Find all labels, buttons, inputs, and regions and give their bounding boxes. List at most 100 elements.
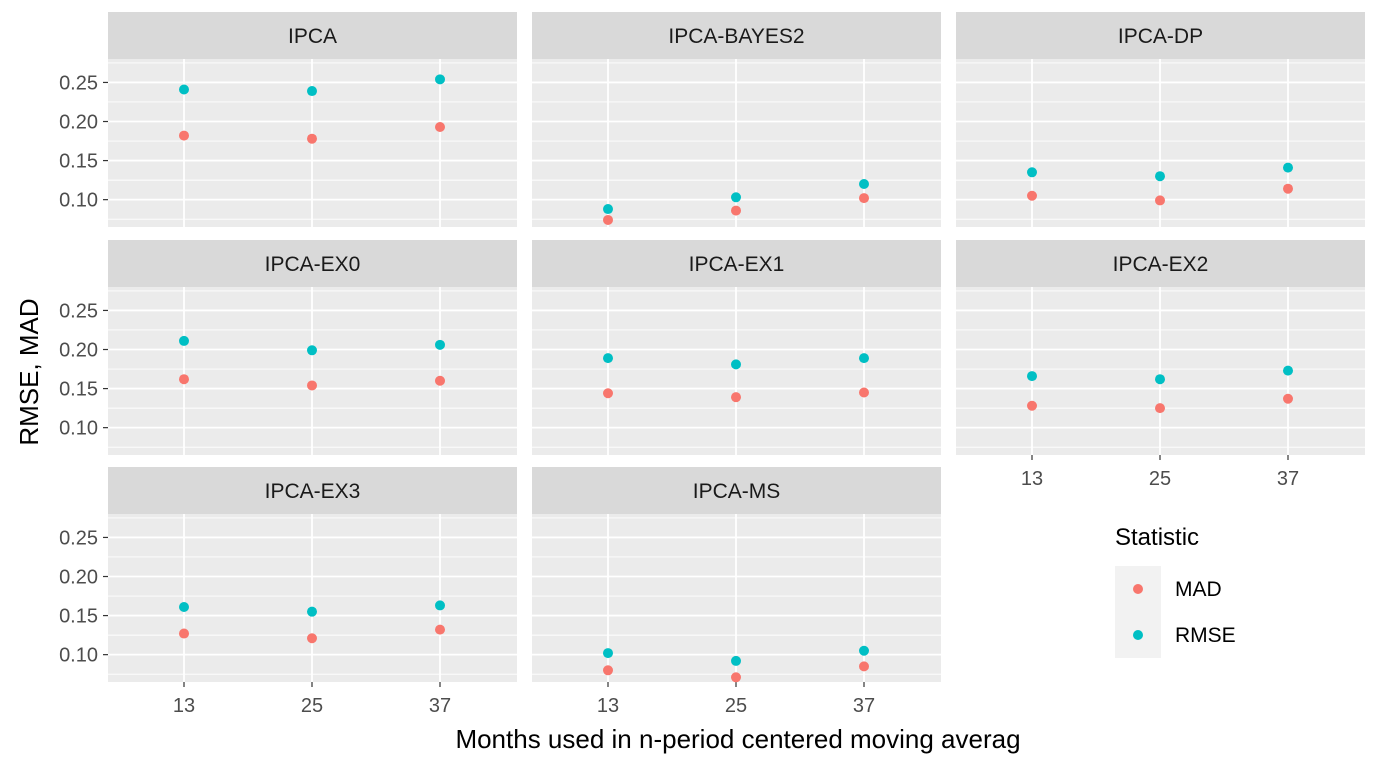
facet-panel: IPCA-EX2 13 25 37 xyxy=(956,240,1365,490)
facet-strip xyxy=(532,240,941,287)
data-point-rmse xyxy=(603,648,613,659)
legend-marker-mad xyxy=(1133,584,1143,594)
data-point-mad xyxy=(603,388,613,399)
data-point-mad xyxy=(1027,190,1037,201)
facet-strip xyxy=(532,12,941,59)
data-point-mad xyxy=(1283,393,1293,404)
x-tick-label: 37 xyxy=(429,695,451,717)
y-tick-label: 0.25 xyxy=(59,72,98,94)
facet-strip xyxy=(108,240,517,287)
data-point-mad xyxy=(435,375,445,386)
data-point-rmse xyxy=(859,353,869,364)
data-point-rmse xyxy=(179,335,189,346)
data-point-mad xyxy=(435,121,445,132)
data-point-mad xyxy=(179,130,189,141)
data-point-rmse xyxy=(603,204,613,215)
data-point-rmse xyxy=(1283,162,1293,173)
data-point-rmse xyxy=(307,345,317,356)
facet-title: IPCA-BAYES2 xyxy=(668,25,804,48)
data-point-mad xyxy=(307,633,317,644)
facet-panel: IPCA 0.10 0.15 0.20 0.25 xyxy=(59,12,517,227)
y-tick-label: 0.10 xyxy=(59,645,98,667)
legend-label-mad: MAD xyxy=(1175,578,1222,601)
data-point-rmse xyxy=(435,339,445,350)
data-point-mad xyxy=(1027,400,1037,411)
data-point-mad xyxy=(1155,403,1165,414)
y-tick-label: 0.15 xyxy=(59,151,98,173)
data-point-rmse xyxy=(179,601,189,612)
data-point-mad xyxy=(179,374,189,385)
data-point-rmse xyxy=(859,645,869,656)
facet-strip xyxy=(956,240,1365,287)
facet-panel: IPCA-DP xyxy=(956,12,1365,227)
data-point-mad xyxy=(603,665,613,676)
facet-title: IPCA-EX2 xyxy=(1113,253,1209,276)
data-point-rmse xyxy=(179,84,189,95)
data-point-mad xyxy=(859,193,869,204)
data-point-mad xyxy=(731,392,741,403)
y-tick-label: 0.10 xyxy=(59,190,98,212)
facet-title: IPCA-MS xyxy=(693,480,781,503)
data-point-rmse xyxy=(1155,374,1165,385)
y-tick-label: 0.20 xyxy=(59,567,98,589)
facet-strip xyxy=(108,467,517,514)
data-point-rmse xyxy=(1283,365,1293,376)
x-tick-label: 25 xyxy=(301,695,323,717)
facet-title: IPCA-EX0 xyxy=(265,253,361,276)
x-tick-label: 13 xyxy=(173,695,195,717)
data-point-mad xyxy=(859,387,869,398)
facet-panels: IPCA 0.10 0.15 0.20 0.25 IPCA-BAYES2 IPCA-DP IP… xyxy=(59,12,1365,717)
legend-title: Statistic xyxy=(1115,524,1199,551)
data-point-mad xyxy=(307,133,317,144)
data-point-rmse xyxy=(435,600,445,611)
data-point-rmse xyxy=(1155,171,1165,182)
facet-panel: IPCA-EX3 0.10 0.15 0.20 0.25 13 25 37 xyxy=(59,467,517,717)
data-point-rmse xyxy=(1027,371,1037,382)
facet-panel: IPCA-EX1 xyxy=(532,240,941,455)
facet-panel: IPCA-MS 13 25 37 xyxy=(532,467,941,717)
data-point-mad xyxy=(179,628,189,639)
data-point-mad xyxy=(731,205,741,216)
facet-title: IPCA-EX1 xyxy=(689,253,785,276)
x-tick-label: 37 xyxy=(1277,468,1299,490)
data-point-rmse xyxy=(603,353,613,364)
data-point-mad xyxy=(731,672,741,683)
data-point-mad xyxy=(307,380,317,391)
facet-panel: IPCA-EX0 0.10 0.15 0.20 0.25 xyxy=(59,240,517,455)
data-point-rmse xyxy=(859,179,869,190)
data-point-mad xyxy=(435,624,445,635)
y-tick-label: 0.15 xyxy=(59,379,98,401)
facet-title: IPCA-DP xyxy=(1118,25,1203,48)
facet-title: IPCA-EX3 xyxy=(265,480,361,503)
facet-strip xyxy=(108,12,517,59)
y-tick-label: 0.15 xyxy=(59,606,98,628)
data-point-rmse xyxy=(435,74,445,85)
facet-strip xyxy=(956,12,1365,59)
data-point-mad xyxy=(1283,183,1293,194)
x-tick-label: 13 xyxy=(597,695,619,717)
x-axis-title: Months used in n-period centered moving … xyxy=(455,724,1020,754)
facet-panel: IPCA-BAYES2 xyxy=(532,12,941,227)
x-tick-label: 25 xyxy=(725,695,747,717)
y-tick-label: 0.20 xyxy=(59,112,98,134)
x-tick-label: 13 xyxy=(1021,468,1043,490)
facet-strip xyxy=(532,467,941,514)
data-point-rmse xyxy=(731,359,741,370)
data-point-rmse xyxy=(307,86,317,97)
data-point-rmse xyxy=(731,192,741,203)
y-tick-label: 0.25 xyxy=(59,300,98,322)
data-point-rmse xyxy=(307,606,317,617)
legend-label-rmse: RMSE xyxy=(1175,624,1236,647)
data-point-rmse xyxy=(731,655,741,666)
legend: Statistic MAD RMSE xyxy=(1115,524,1236,658)
y-tick-label: 0.20 xyxy=(59,340,98,362)
y-tick-label: 0.25 xyxy=(59,527,98,549)
x-tick-label: 25 xyxy=(1149,468,1171,490)
data-point-rmse xyxy=(1027,167,1037,178)
y-tick-label: 0.10 xyxy=(59,418,98,440)
x-tick-label: 37 xyxy=(853,695,875,717)
y-axis-title: RMSE, MAD xyxy=(14,298,44,445)
data-point-mad xyxy=(859,661,869,672)
facet-title: IPCA xyxy=(288,25,337,48)
